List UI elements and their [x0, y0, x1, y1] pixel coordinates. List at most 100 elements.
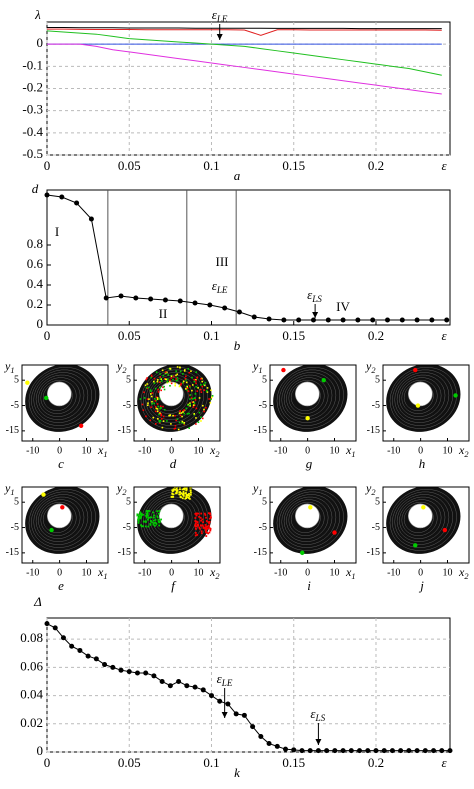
ring-texture — [401, 501, 438, 536]
cloud-dot — [178, 412, 181, 414]
cloud-dot — [204, 527, 207, 530]
cloud-dot — [156, 403, 159, 405]
cloud-dot — [150, 516, 153, 519]
ring-hole — [159, 381, 184, 407]
cloud-dot — [146, 514, 149, 517]
cloud-dot — [176, 377, 179, 379]
x-tick-label: -10 — [138, 567, 151, 578]
cloud-dot — [157, 512, 160, 515]
ring-texture — [401, 379, 438, 414]
series-line — [46, 30, 442, 76]
cloud-dot — [156, 510, 159, 513]
cloud-dot — [159, 412, 161, 415]
cloud-dot — [171, 489, 174, 492]
series-line — [47, 43, 442, 95]
ring-texture — [143, 491, 204, 548]
cloud-dot — [167, 374, 170, 376]
x-tick-label: 10 — [82, 445, 92, 456]
cloud-dot — [207, 524, 210, 527]
cloud-dot — [196, 533, 199, 536]
cloud-dot — [140, 525, 143, 528]
marker-label-base: ε — [212, 278, 218, 293]
cloud-dot — [197, 512, 200, 515]
cloud-dot — [145, 378, 148, 381]
cloud-dot — [43, 395, 49, 401]
cloud-dot — [178, 385, 181, 388]
ring-texture — [281, 494, 337, 545]
marker-arrowhead — [315, 739, 322, 745]
data-point — [118, 667, 124, 673]
cloud-dot — [168, 414, 170, 417]
region-label: II — [159, 306, 168, 321]
cloud-dot — [152, 519, 155, 522]
cloud-dot — [147, 525, 150, 528]
x-axis-label: x1 — [97, 565, 108, 581]
marker-label-sub: LE — [221, 678, 233, 688]
ring-texture — [396, 374, 446, 420]
data-point — [44, 621, 50, 627]
panel-frame — [21, 486, 109, 564]
cloud-dot — [210, 389, 212, 392]
cloud-dot — [151, 400, 153, 403]
y-tick-label: 0 — [37, 316, 44, 331]
cloud-dot — [204, 514, 207, 516]
data-point — [250, 724, 256, 730]
cloud-dot — [159, 386, 162, 389]
data-point — [348, 748, 354, 754]
cloud-dot — [191, 384, 194, 386]
cloud-dot — [193, 413, 196, 415]
ring-texture — [40, 379, 77, 414]
cloud-dot — [151, 392, 154, 394]
x-axis-label: x2 — [209, 443, 220, 459]
cloud-dot — [140, 516, 142, 519]
cloud-dot — [179, 370, 182, 373]
y-tick-label: 5 — [14, 496, 19, 507]
data-point — [133, 295, 139, 301]
ring-texture — [276, 488, 344, 551]
ring-texture — [396, 496, 446, 542]
data-point — [384, 317, 390, 323]
y-tick-label: -5 — [259, 400, 267, 411]
cloud-dot — [195, 407, 198, 410]
x-tick-label: 0 — [305, 567, 310, 578]
cloud-dot — [205, 520, 208, 522]
y-axis-label-base: y — [4, 481, 11, 495]
cloud-dot — [173, 487, 176, 489]
y-tick-label: -15 — [118, 425, 131, 436]
cloud-dot — [185, 388, 187, 390]
cloud-dot — [159, 373, 161, 375]
data-point — [207, 302, 213, 308]
cloud-dot — [189, 491, 192, 494]
data-point — [251, 314, 257, 320]
ring-texture — [33, 494, 89, 545]
cloud-dot — [149, 516, 152, 519]
cloud-dot — [194, 399, 197, 401]
y-tick-label: -0.3 — [22, 102, 43, 117]
y-axis-label-sub: 2 — [122, 366, 126, 375]
x-axis-label: x2 — [458, 565, 469, 581]
data-point — [373, 748, 379, 754]
data-point — [447, 748, 453, 754]
cloud-dot — [186, 413, 189, 415]
cloud-dot — [142, 513, 144, 516]
panel-letter: a — [234, 168, 241, 183]
cloud-dot — [189, 489, 192, 492]
cloud-dot — [147, 517, 150, 519]
y-tick-label: -5 — [123, 522, 131, 533]
cloud-dot — [193, 378, 196, 381]
cloud-dot — [172, 378, 174, 381]
x-tick-label: 0 — [418, 567, 423, 578]
y-axis-label-base: y — [365, 481, 372, 495]
cloud-dot — [151, 403, 154, 405]
x-axis-label-sub: 2 — [464, 572, 468, 581]
cloud-dot — [205, 528, 208, 531]
cloud-dot — [194, 527, 197, 530]
cloud-dot — [176, 490, 178, 493]
x-tick-label: 0.2 — [368, 158, 384, 173]
panel-letter: f — [171, 578, 177, 593]
data-point — [310, 317, 316, 323]
y-tick-label: -5 — [259, 522, 267, 533]
data-point — [208, 693, 214, 699]
cloud-dot — [158, 510, 161, 512]
cloud-dot — [192, 398, 194, 400]
